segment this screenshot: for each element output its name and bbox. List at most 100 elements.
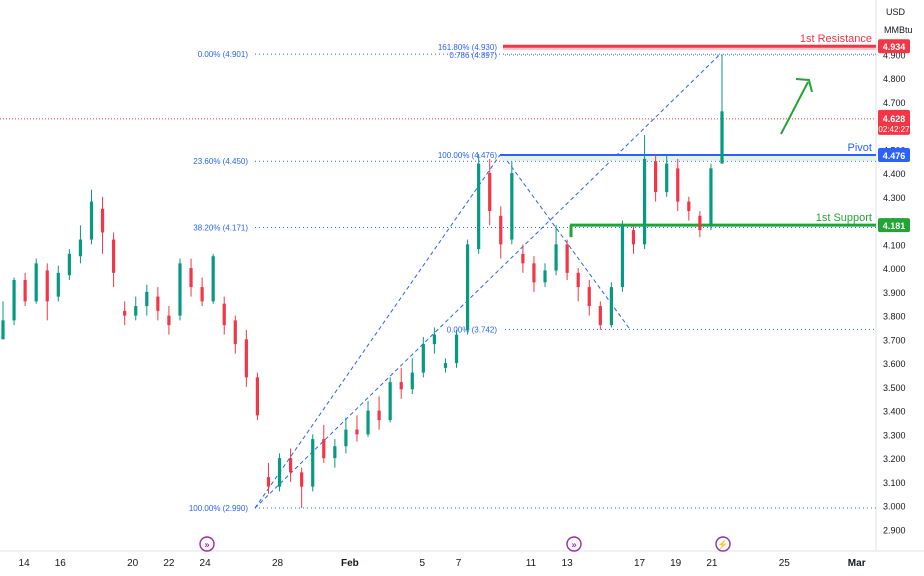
pivot-label: Pivot <box>848 142 872 154</box>
candle <box>565 239 569 280</box>
candle-body <box>244 339 248 378</box>
candle <box>255 372 260 421</box>
candle-body <box>123 310 127 316</box>
candle-body <box>145 291 149 307</box>
candle-body <box>366 410 370 435</box>
candle-body <box>521 253 525 264</box>
candle <box>45 263 49 321</box>
candle <box>56 265 60 302</box>
candle <box>698 211 702 238</box>
candle-body <box>277 458 282 487</box>
candle <box>200 277 204 307</box>
candle-body <box>289 458 293 473</box>
fibonacci-levels: 0.00% (4.901) 23.60% (4.450) 38.20% (4.171… <box>189 43 876 513</box>
candle <box>322 424 326 463</box>
y-tick-label: 3.600 <box>883 359 906 369</box>
y-tick-label: 3.400 <box>883 407 906 417</box>
candle <box>620 220 625 292</box>
candle <box>145 284 149 316</box>
candle-body <box>311 439 315 487</box>
candle-body <box>255 377 260 416</box>
candle-body <box>532 263 536 283</box>
x-tick-label: 19 <box>670 558 682 569</box>
trend-arrow-shaft <box>780 81 809 135</box>
fib-label: 23.60% (4.450) <box>193 157 248 166</box>
y-tick-label: 3.500 <box>883 383 906 393</box>
y-tick-label: 3.700 <box>883 335 906 345</box>
candle <box>654 154 658 202</box>
candle <box>1 301 5 340</box>
candle-body <box>156 296 160 311</box>
candle-body <box>45 270 49 302</box>
candle <box>709 163 713 231</box>
candle-body <box>598 306 602 326</box>
candle-body <box>12 279 16 321</box>
candle-body <box>134 306 138 316</box>
candle <box>377 396 381 430</box>
support-label: 1st Support <box>816 212 872 224</box>
event-badge: ⚡ <box>715 536 731 552</box>
candle-body <box>609 287 613 326</box>
candle <box>388 377 392 423</box>
candle-body <box>410 372 414 390</box>
candle-body <box>709 168 713 226</box>
price-tag <box>878 39 910 54</box>
x-tick-label: 20 <box>127 558 139 569</box>
candle <box>399 367 403 399</box>
candle <box>311 434 315 492</box>
candle-body <box>576 272 580 288</box>
fib-label: 100.00% (2.990) <box>189 504 248 513</box>
y-tick-label: 3.000 <box>883 502 906 512</box>
fib-label: 38.20% (4.171) <box>193 223 248 232</box>
y-tick-label: 3.100 <box>883 478 906 488</box>
candle-body <box>200 287 204 302</box>
price-tag-value: 4.934 <box>883 42 906 52</box>
candle-body <box>211 256 215 302</box>
fib-trend-line <box>254 53 721 509</box>
support-resistance-zones <box>0 44 876 238</box>
candle <box>112 232 116 288</box>
y-tick-label: 4.000 <box>883 264 906 274</box>
candle-body <box>510 173 514 240</box>
currency-label: USD <box>886 7 906 17</box>
candle <box>687 196 691 221</box>
last-price-value: 4.628 <box>883 114 906 124</box>
trend-arrow-head <box>795 78 813 93</box>
y-tick-label: 3.200 <box>883 454 906 464</box>
x-axis: 141620222428Feb57111317192125Mar57111317… <box>19 536 866 569</box>
candle-body <box>388 382 392 421</box>
x-tick-label: 17 <box>634 558 646 569</box>
candle-body <box>432 334 436 345</box>
candle <box>78 225 83 264</box>
fib-label: 100.00% (4.476) <box>438 151 497 160</box>
y-tick-label: 4.900 <box>883 50 906 60</box>
candle-body <box>642 158 647 245</box>
candle <box>277 453 282 492</box>
candle <box>300 467 304 508</box>
candle <box>554 225 558 276</box>
candle-body <box>399 382 403 390</box>
candle <box>598 301 602 330</box>
candle <box>189 258 193 297</box>
x-tick-label: 16 <box>55 558 67 569</box>
event-badge-icon: » <box>571 540 576 550</box>
candle-body <box>477 163 481 250</box>
candle-body <box>344 429 348 447</box>
y-tick-label: 2.900 <box>883 525 906 535</box>
x-tick-label: 28 <box>272 558 284 569</box>
candle <box>12 277 16 326</box>
candle-body <box>454 334 459 364</box>
candle-body <box>620 225 625 288</box>
fib-label: 0.786 (4.897) <box>449 51 497 60</box>
candle <box>211 253 215 304</box>
candle-body <box>222 303 226 326</box>
candle-body <box>266 477 271 487</box>
candle <box>266 462 271 494</box>
x-tick-label: 7 <box>456 558 462 569</box>
candle <box>576 268 580 302</box>
candle <box>543 263 547 288</box>
y-axis: 4.9004.8004.7004.6004.5004.4004.3004.200… <box>878 7 913 535</box>
candle-body <box>89 201 94 240</box>
candle-body <box>333 446 337 459</box>
